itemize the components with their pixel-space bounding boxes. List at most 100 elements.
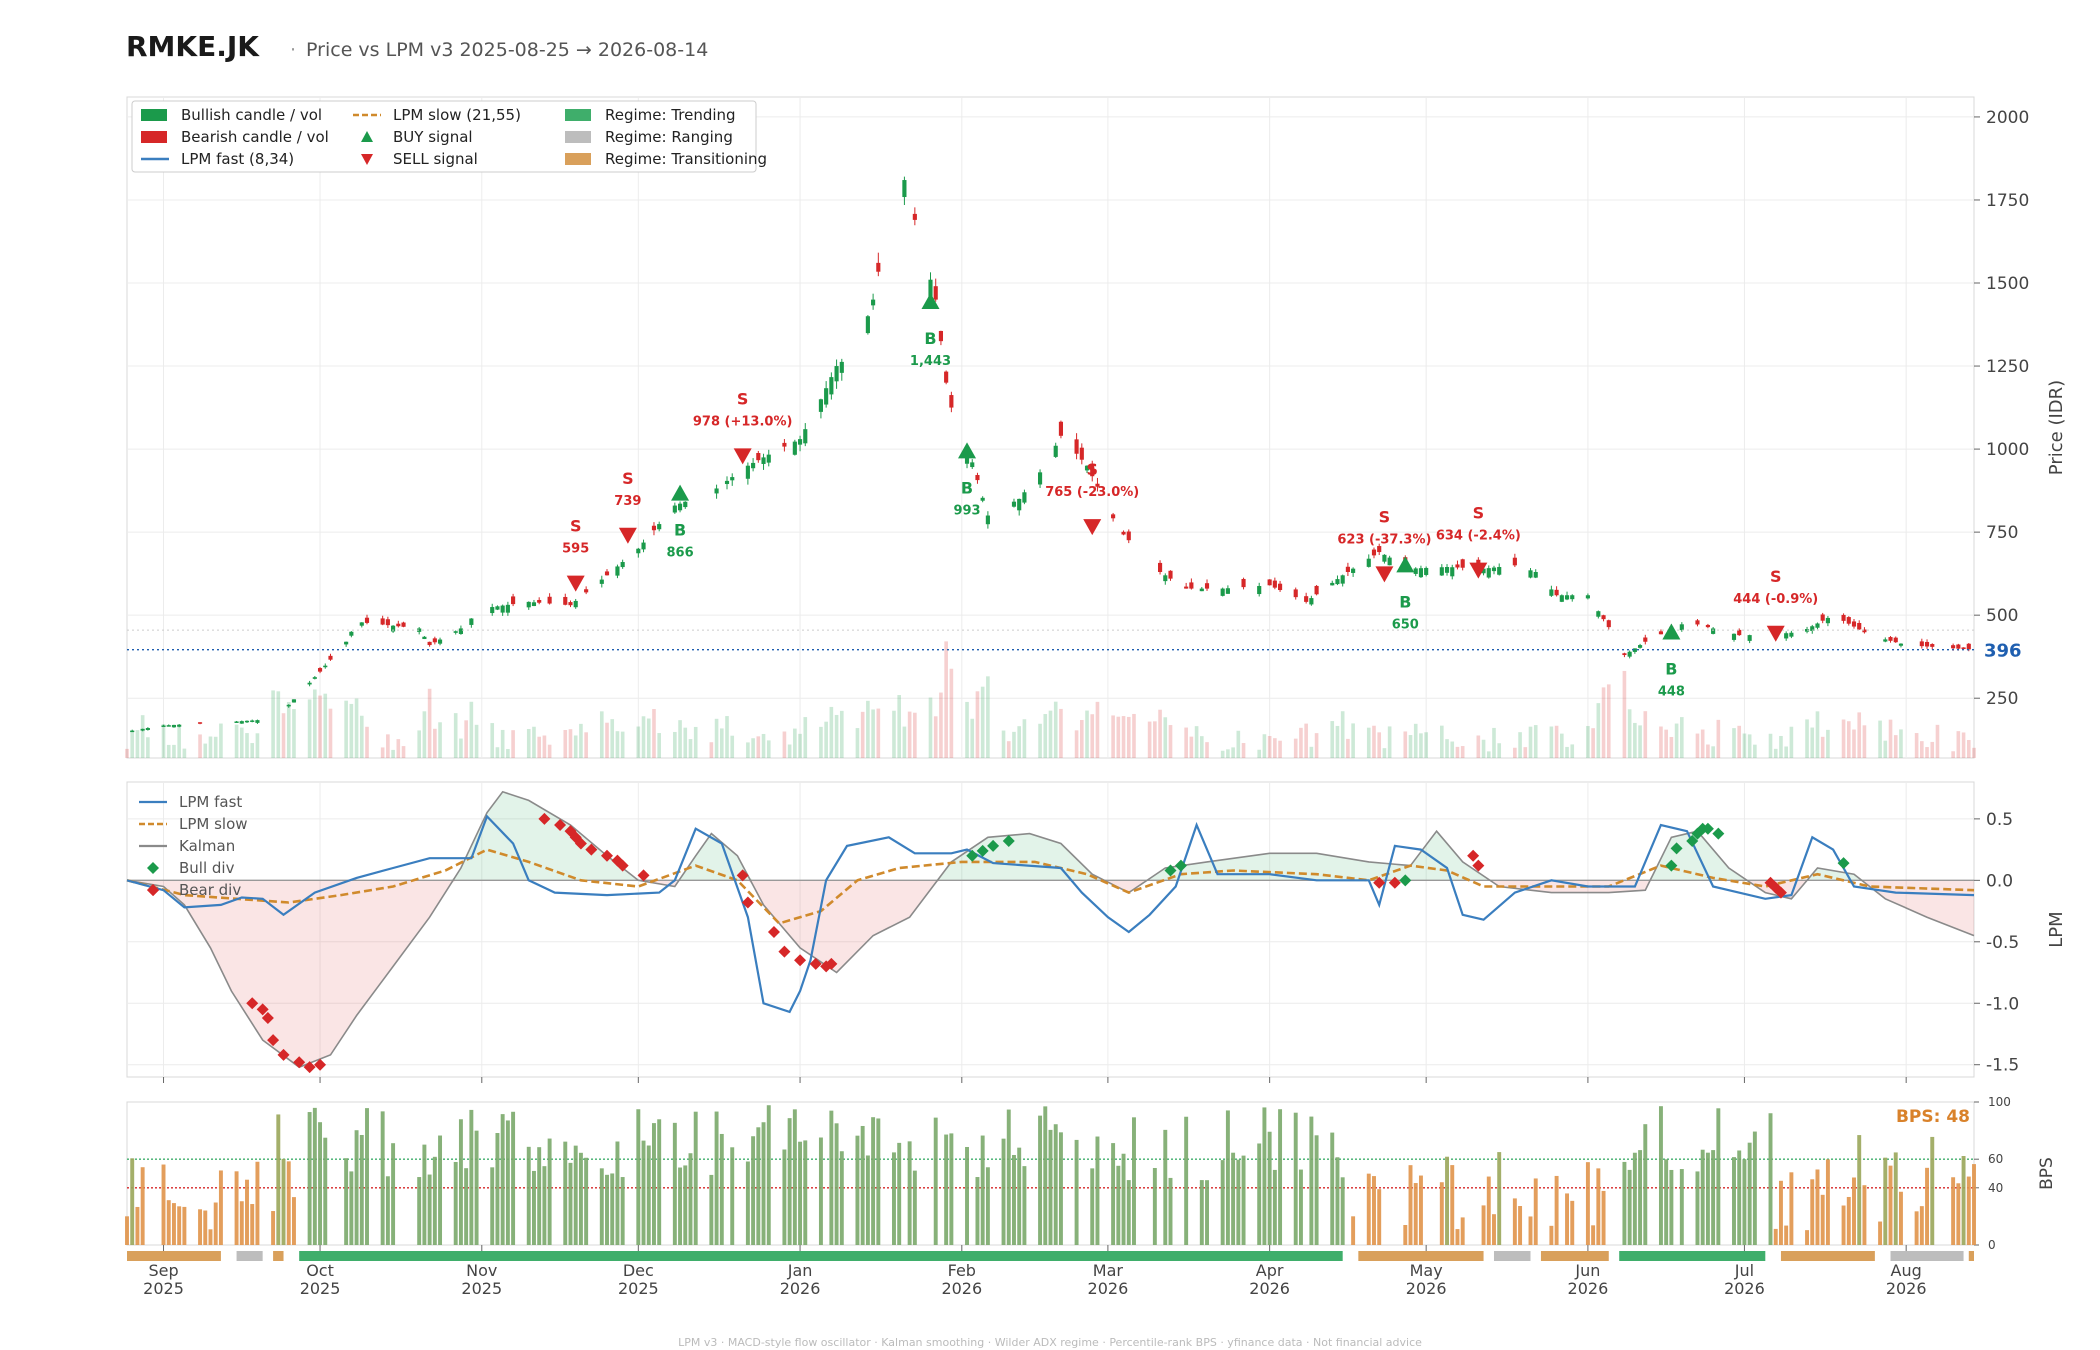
x-tick-month: Mar (1093, 1261, 1124, 1280)
buy-signal-letter: B (1665, 659, 1677, 678)
candle-body (1564, 595, 1570, 600)
volume-bar (359, 715, 364, 758)
candle-body (980, 497, 985, 501)
candle-body (1074, 439, 1079, 454)
bps-bar (1961, 1156, 1966, 1245)
volume-bar (866, 700, 870, 758)
candle-body (902, 180, 907, 198)
candle-body (1366, 558, 1371, 567)
bps-bar (1549, 1225, 1554, 1245)
x-tick-year: 2026 (1406, 1279, 1447, 1298)
candle-body (177, 724, 182, 727)
volume-bar (1633, 722, 1637, 758)
bps-bar (464, 1168, 469, 1245)
bps-current-label: BPS: 48 (1896, 1107, 1970, 1127)
candle-body (1528, 570, 1533, 578)
bps-bar (578, 1152, 583, 1245)
bear-divergence-marker (809, 957, 822, 970)
volume-bar (902, 726, 907, 758)
sell-signal-label: 634 (-2.4%) (1436, 529, 1521, 544)
volume-bar (140, 715, 145, 758)
candle-body (949, 395, 954, 408)
regime-transitioning-segment (1540, 1251, 1609, 1261)
bps-bar (359, 1134, 364, 1245)
buy-signal-marker (671, 484, 690, 501)
candle-body (1121, 531, 1126, 535)
volume-bar (793, 728, 797, 758)
regime-trending-segment (299, 1251, 1343, 1261)
price-tick-label: 2000 (1986, 108, 2029, 128)
sell-signal-letter: S (1473, 504, 1485, 523)
bps-bar (161, 1164, 166, 1245)
volume-bar (1669, 736, 1674, 758)
candle-body (1058, 421, 1064, 436)
candle-body (970, 462, 975, 468)
bps-bar (1852, 1177, 1856, 1245)
volume-bar (1925, 747, 1929, 758)
candle-body (797, 439, 803, 445)
lpm-tick-label: -1.0 (1986, 994, 2019, 1014)
bps-bar (1043, 1106, 1048, 1245)
volume-bar (349, 703, 354, 758)
volume-bar (1638, 725, 1642, 758)
bps-bar (1925, 1167, 1930, 1245)
candle-body (469, 618, 474, 625)
bps-bar (975, 1177, 980, 1245)
bps-bar (1017, 1147, 1022, 1245)
bear-divergence-marker (554, 819, 567, 832)
volume-bar (965, 701, 969, 758)
volume-bar (1554, 725, 1559, 758)
volume-bar (1220, 750, 1225, 758)
volume-bars (125, 641, 1976, 758)
bps-bar (203, 1210, 208, 1245)
x-tick-month: Oct (306, 1261, 334, 1280)
bps-tick-label: 40 (1988, 1181, 2003, 1195)
volume-bar (1852, 729, 1856, 758)
bps-bar (1669, 1169, 1674, 1245)
bps-bar (980, 1135, 985, 1245)
volume-bar (1001, 730, 1006, 758)
volume-bar (1826, 729, 1830, 758)
regime-transitioning-segment (1968, 1251, 1974, 1261)
x-tick-year: 2025 (618, 1279, 659, 1298)
candle-body (1293, 589, 1298, 598)
bps-bar (1742, 1159, 1747, 1245)
volume-bar (1074, 730, 1079, 758)
bps-bar (458, 1119, 463, 1245)
bull-divergence-marker (1837, 857, 1850, 870)
volume-bar (975, 691, 980, 758)
sell-signal-letter: S (1770, 567, 1782, 586)
volume-bar (584, 732, 588, 758)
bps-bar (1163, 1129, 1168, 1245)
bear-divergence-marker (778, 945, 791, 958)
x-tick-month: Nov (466, 1261, 497, 1280)
bps-bar (1747, 1142, 1752, 1245)
bps-bar (1116, 1165, 1121, 1245)
x-tick-year: 2026 (1568, 1279, 1609, 1298)
volume-bar (798, 733, 802, 758)
bps-bar (678, 1167, 683, 1245)
legend-entry: SELL signal (393, 150, 478, 168)
legend-swatch (565, 131, 591, 143)
candle-body (1371, 549, 1377, 556)
lpm-tick-label: 0.0 (1986, 871, 2013, 891)
bps-bar (125, 1216, 129, 1245)
bps-bar (1184, 1116, 1189, 1245)
x-tick-year: 2026 (1886, 1279, 1927, 1298)
candle-body (1810, 626, 1815, 631)
candle-body (604, 571, 610, 576)
volume-bar (834, 714, 839, 758)
volume-bar (725, 716, 729, 758)
candle-body (1643, 637, 1648, 642)
bps-bar (1236, 1159, 1241, 1245)
bps-bar (537, 1147, 542, 1245)
bps-bar (751, 1136, 756, 1245)
volume-bar (219, 723, 223, 758)
bps-bar (834, 1123, 839, 1245)
bps-bar (245, 1179, 249, 1245)
volume-bar (1236, 730, 1241, 758)
bull-divergence-marker (1174, 859, 1187, 872)
buy-signal-marker (1662, 623, 1681, 640)
candle-body (1898, 643, 1904, 646)
candle-body (573, 600, 578, 608)
